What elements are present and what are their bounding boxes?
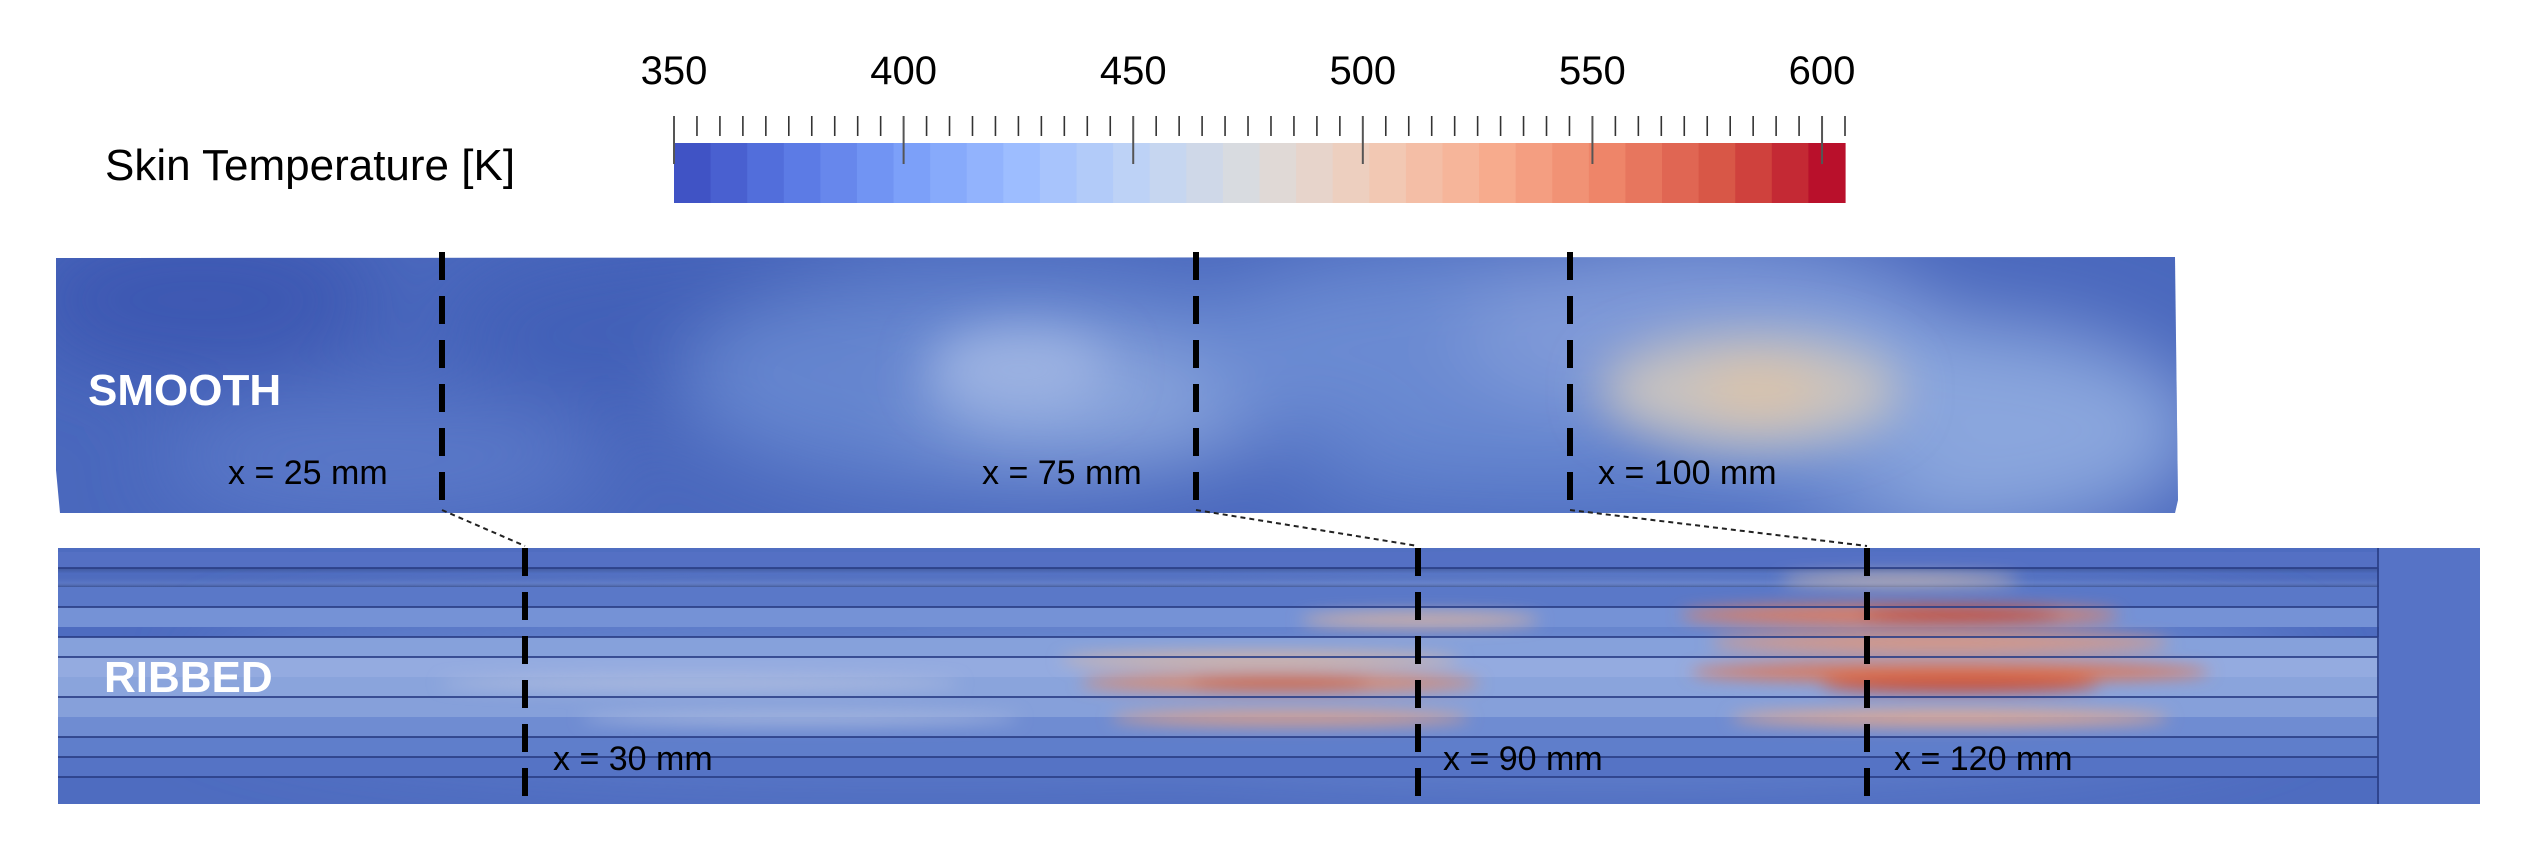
colorbar-band <box>783 143 821 203</box>
smooth-panel: SMOOTH <box>56 257 2178 513</box>
colorbar-band <box>710 143 748 203</box>
colorbar-band <box>1003 143 1041 203</box>
cut-label-smooth-3: x = 100 mm <box>1598 454 1777 492</box>
colorbar-band <box>1442 143 1480 203</box>
colorbar-band <box>820 143 858 203</box>
cut-marker-smooth-1: x = 25 mm <box>228 252 445 510</box>
colorbar-band <box>1332 143 1370 203</box>
colorbar-band <box>966 143 1004 203</box>
colorbar-band <box>1222 143 1261 203</box>
colorbar-band <box>856 143 895 203</box>
colorbar-title: Skin Temperature [K] <box>105 141 515 190</box>
cut-overlays: x = 25 mm x = 75 mm x = 100 mm x = 30 mm… <box>228 252 2073 804</box>
colorbar-tick-label: 450 <box>1100 49 1167 93</box>
colorbar-band <box>1076 143 1114 203</box>
colorbar-gradient <box>674 143 1846 203</box>
colorbar-band <box>747 143 785 203</box>
colorbar-band <box>674 143 712 203</box>
colorbar-band <box>1149 143 1187 203</box>
smooth-label: SMOOTH <box>88 366 281 415</box>
cut-marker-smooth-2: x = 75 mm <box>982 252 1199 510</box>
colorbar-band <box>1771 143 1809 203</box>
colorbar-tick-label: 400 <box>870 49 937 93</box>
ribbed-temperature-field <box>58 548 2480 804</box>
cut-label-smooth-1: x = 25 mm <box>228 454 388 492</box>
cut-marker-ribbed-2: x = 90 mm <box>1415 548 1603 804</box>
cut-label-ribbed-1: x = 30 mm <box>553 740 713 778</box>
colorbar-band <box>1515 143 1553 203</box>
colorbar-band <box>893 143 931 203</box>
colorbar: Skin Temperature [K] 350 400 450 500 550 600 <box>105 49 1855 203</box>
colorbar-band <box>1808 143 1846 203</box>
colorbar-band <box>1698 143 1736 203</box>
smooth-temperature-field <box>56 257 2178 513</box>
cut-label-smooth-2: x = 75 mm <box>982 454 1142 492</box>
colorbar-tick-label: 550 <box>1559 49 1626 93</box>
cut-label-ribbed-3: x = 120 mm <box>1894 740 2073 778</box>
colorbar-tick-label: 500 <box>1329 49 1396 93</box>
ribbed-panel: RIBBED <box>58 548 2480 804</box>
colorbar-band <box>1039 143 1078 203</box>
colorbar-ticks <box>673 116 1846 164</box>
colorbar-band <box>1369 143 1407 203</box>
colorbar-band <box>1625 143 1663 203</box>
colorbar-band <box>1588 143 1627 203</box>
colorbar-band <box>1296 143 1334 203</box>
colorbar-band <box>1479 143 1517 203</box>
cut-marker-ribbed-3: x = 120 mm <box>1864 548 2073 804</box>
ribbed-label: RIBBED <box>104 653 273 702</box>
colorbar-tick-label: 600 <box>1789 49 1856 93</box>
colorbar-band <box>1186 143 1224 203</box>
colorbar-tick-labels: 350 400 450 500 550 600 <box>641 49 1856 93</box>
colorbar-band <box>930 143 968 203</box>
colorbar-band <box>1405 143 1444 203</box>
colorbar-band <box>1552 143 1590 203</box>
colorbar-band <box>1113 143 1151 203</box>
colorbar-band <box>1662 143 1700 203</box>
cut-marker-ribbed-1: x = 30 mm <box>522 548 713 804</box>
colorbar-band <box>1735 143 1773 203</box>
cut-connectors <box>441 509 1868 547</box>
colorbar-tick-label: 350 <box>641 49 708 93</box>
cut-marker-smooth-3: x = 100 mm <box>1567 252 1777 510</box>
cut-label-ribbed-2: x = 90 mm <box>1443 740 1603 778</box>
colorbar-band <box>1259 143 1297 203</box>
